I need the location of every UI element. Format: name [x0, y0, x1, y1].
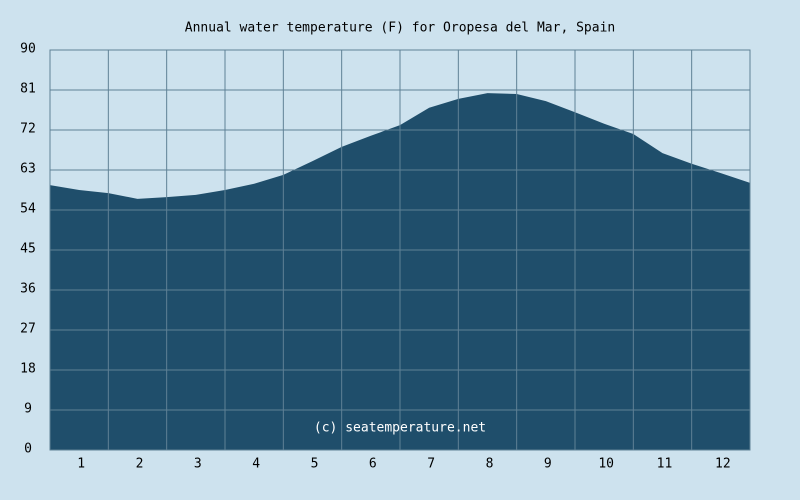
chart-title: Annual water temperature (F) for Oropesa…	[185, 21, 615, 36]
x-tick-label: 4	[252, 457, 260, 472]
x-tick-label: 5	[311, 457, 319, 472]
y-tick-label: 9	[24, 402, 32, 417]
y-tick-label: 81	[20, 82, 36, 97]
y-tick-label: 63	[20, 162, 36, 177]
y-tick-label: 45	[20, 242, 36, 257]
watermark: (c) seatemperature.net	[314, 421, 486, 436]
x-tick-label: 3	[194, 457, 202, 472]
x-tick-label: 9	[544, 457, 552, 472]
y-tick-label: 72	[20, 122, 36, 137]
y-tick-label: 0	[24, 442, 32, 457]
x-tick-label: 1	[77, 457, 85, 472]
x-tick-label: 2	[136, 457, 144, 472]
x-tick-label: 11	[657, 457, 673, 472]
plot-frame	[49, 49, 751, 451]
x-tick-label: 6	[369, 457, 377, 472]
y-tick-label: 90	[20, 42, 36, 57]
x-tick-label: 10	[598, 457, 614, 472]
y-tick-label: 36	[20, 282, 36, 297]
x-tick-label: 8	[486, 457, 494, 472]
y-tick-label: 54	[20, 202, 36, 217]
x-tick-label: 7	[427, 457, 435, 472]
y-tick-label: 27	[20, 322, 36, 337]
y-tick-label: 18	[20, 362, 36, 377]
x-tick-label: 12	[715, 457, 731, 472]
